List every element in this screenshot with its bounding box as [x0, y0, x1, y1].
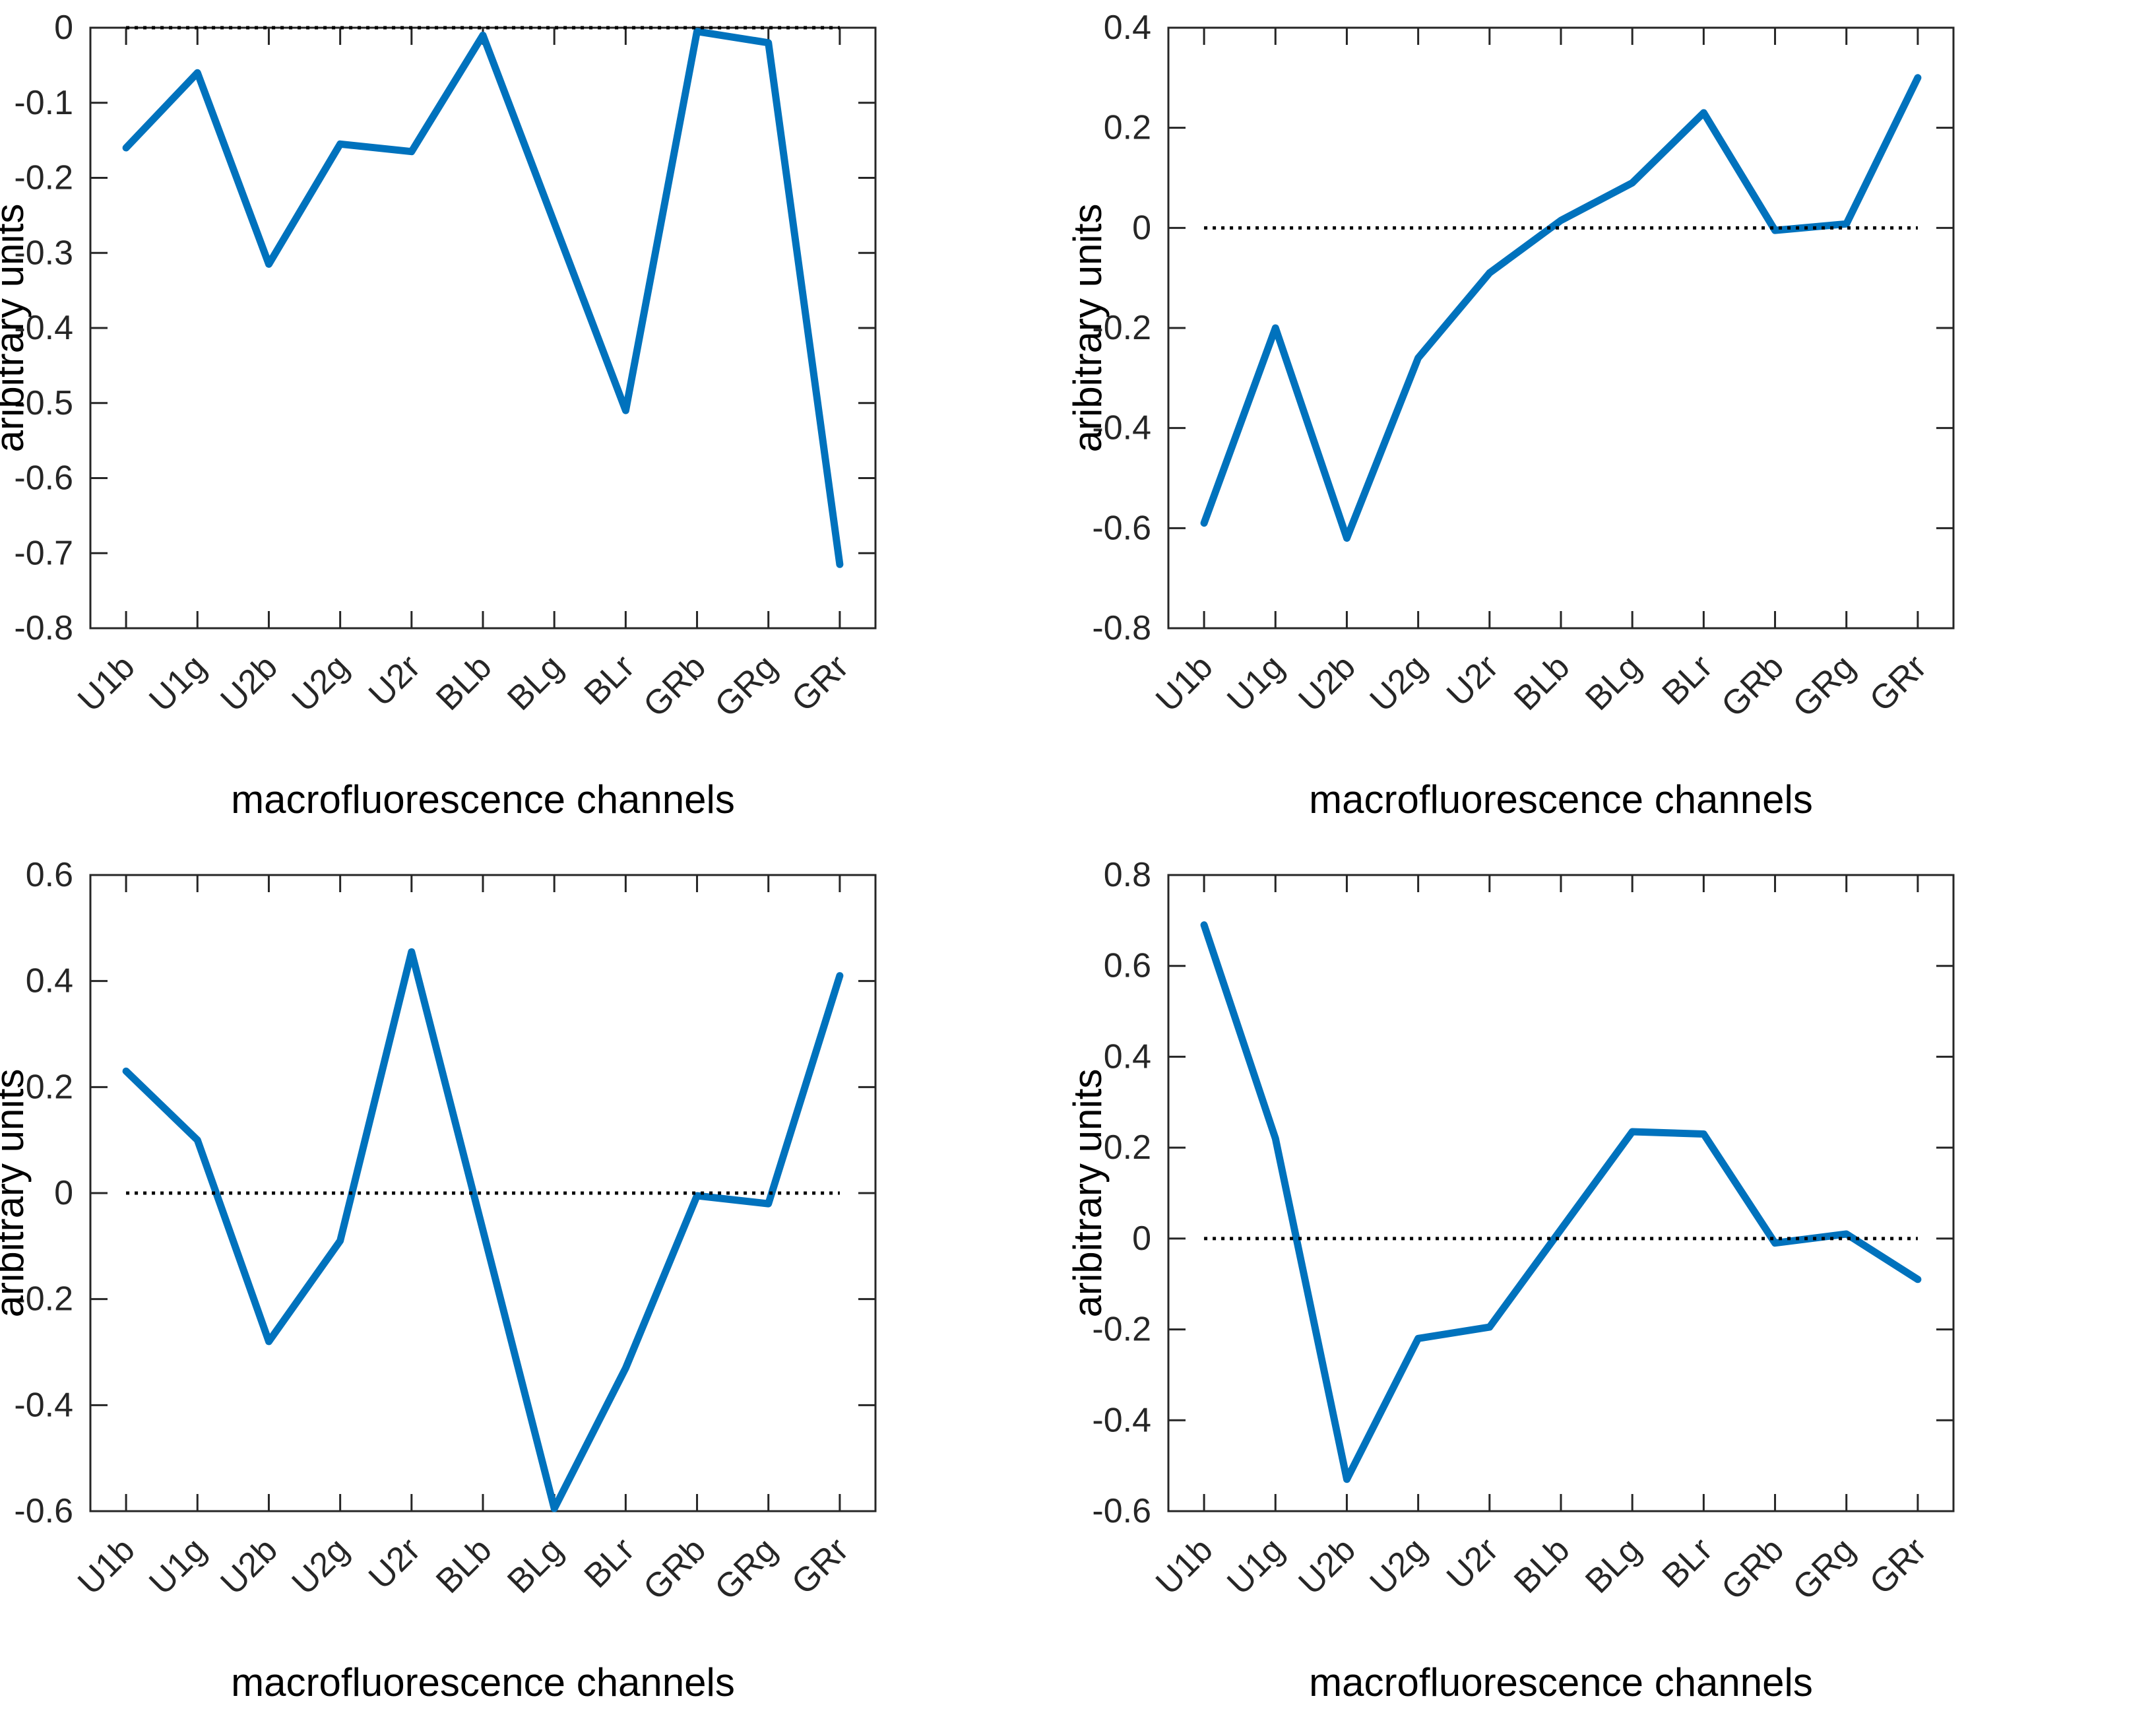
x-tick-label: U2r [1440, 647, 1506, 713]
x-tick-label: GRb [1714, 647, 1791, 725]
x-tick-label: U1b [71, 647, 142, 719]
y-tick-label: 0.4 [1104, 9, 1151, 47]
x-tick-label: GRg [1786, 1530, 1863, 1607]
y-tick-label: 0 [1132, 1219, 1151, 1258]
x-tick-label: U1b [1149, 647, 1220, 719]
x-tick-label: GRb [1714, 1530, 1791, 1607]
data-line [1200, 74, 1922, 542]
y-tick-label: -0.7 [14, 534, 73, 572]
x-tick-label: GRb [636, 1530, 713, 1607]
x-tick-label: BLg [1578, 647, 1648, 717]
y-tick-label: 0.6 [26, 856, 73, 894]
x-tick-label: U1g [1220, 1530, 1291, 1602]
y-tick-label: 0.8 [1104, 856, 1151, 894]
axis-box [1167, 26, 1955, 630]
x-tick-label: U2b [1291, 1530, 1362, 1602]
x-tick-label: U1g [142, 1530, 213, 1602]
x-tick-label: BLg [500, 647, 570, 717]
y-tick-label: -0.6 [1092, 509, 1151, 547]
data-line [1200, 921, 1922, 1483]
y-tick-label: -0.3 [14, 234, 73, 272]
y-tick-label: 0.4 [26, 962, 73, 1000]
y-tick-label: 0.4 [1104, 1037, 1151, 1076]
x-tick-label: U2b [213, 647, 284, 719]
y-tick-label: -0.6 [14, 1492, 73, 1530]
y-tick-label: -0.2 [1092, 1311, 1151, 1349]
x-tick-label: GRb [636, 647, 713, 725]
x-tick-label: GRr [784, 647, 856, 719]
y-tick-label: -0.8 [14, 609, 73, 647]
x-tick-label: GRg [708, 1530, 785, 1607]
x-tick-label: U2r [362, 1530, 428, 1596]
y-tick-label: -0.4 [1092, 1401, 1151, 1439]
x-tick-label: GRr [784, 1530, 856, 1602]
y-tick-label: -0.2 [14, 159, 73, 197]
x-tick-label: GRr [1862, 1530, 1934, 1602]
x-tick-label: BLb [429, 647, 499, 717]
y-tick-label: 0.2 [26, 1068, 73, 1106]
x-tick-label: GRg [1786, 647, 1863, 725]
x-tick-label: U1g [142, 647, 213, 719]
y-tick-label: -0.1 [14, 84, 73, 122]
x-tick-label: U2g [1363, 1530, 1434, 1602]
x-tick-label: U1b [1149, 1530, 1220, 1602]
y-tick-label: 0.2 [1104, 109, 1151, 147]
y-axis-label: aribitrary units [0, 1069, 32, 1318]
y-tick-label: -0.4 [14, 309, 73, 347]
x-axis-label: macrofluorescence channels [231, 777, 735, 822]
y-tick-label: 0.2 [1104, 1128, 1151, 1167]
y-axis-label: aribitrary units [1065, 1069, 1110, 1318]
x-tick-label: BLr [1655, 1530, 1720, 1595]
y-tick-label: -0.2 [14, 1280, 73, 1318]
y-tick-label: -0.8 [1092, 609, 1151, 647]
x-tick-label: U2b [213, 1530, 284, 1602]
x-tick-label: GRg [708, 647, 785, 725]
x-tick-label: U2b [1291, 647, 1362, 719]
x-tick-label: U2g [285, 1530, 356, 1602]
x-tick-label: U1b [71, 1530, 142, 1602]
y-tick-label: 0 [54, 9, 73, 47]
axis-box [89, 874, 877, 1512]
axis-box [89, 26, 877, 630]
y-tick-label: -0.2 [1092, 309, 1151, 347]
x-tick-label: GRr [1862, 647, 1934, 719]
y-tick-label: 0 [1132, 209, 1151, 247]
y-tick-label: -0.4 [1092, 409, 1151, 447]
x-axis-label: macrofluorescence channels [1309, 1660, 1813, 1705]
y-tick-label: -0.6 [1092, 1492, 1151, 1530]
y-tick-label: -0.4 [14, 1386, 73, 1424]
x-tick-label: U2g [285, 647, 356, 719]
x-tick-label: BLr [577, 647, 642, 712]
y-tick-label: 0.6 [1104, 947, 1151, 985]
x-axis-label: macrofluorescence channels [231, 1660, 735, 1705]
data-line [122, 28, 844, 568]
y-tick-label: -0.5 [14, 384, 73, 422]
y-axis-label: aribitrary units [0, 204, 32, 453]
x-tick-label: BLg [500, 1530, 570, 1600]
x-tick-label: BLb [429, 1530, 499, 1600]
data-line [122, 948, 844, 1512]
x-tick-label: BLg [1578, 1530, 1648, 1600]
y-axis-label: aribitrary units [1065, 204, 1110, 453]
x-tick-label: U2g [1363, 647, 1434, 719]
x-tick-label: U2r [1440, 1530, 1506, 1596]
x-tick-label: BLr [577, 1530, 642, 1595]
x-tick-label: BLr [1655, 647, 1720, 712]
y-tick-label: -0.6 [14, 459, 73, 498]
x-tick-label: U2r [362, 647, 428, 713]
x-tick-label: U1g [1220, 647, 1291, 719]
x-axis-label: macrofluorescence channels [1309, 777, 1813, 822]
x-tick-label: BLb [1507, 1530, 1577, 1600]
x-tick-label: BLb [1507, 647, 1577, 717]
y-tick-label: 0 [54, 1174, 73, 1212]
